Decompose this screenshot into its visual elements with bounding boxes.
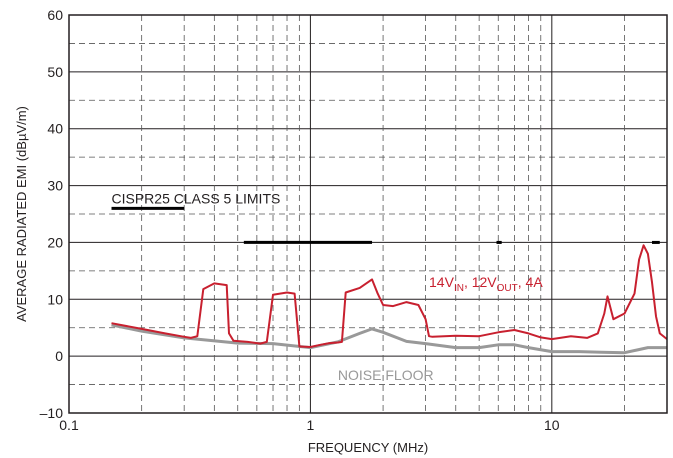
emi-annotation-b-sub: OUT	[497, 283, 518, 294]
y-tick-label: –10	[40, 405, 64, 421]
emi-annotation-c: , 4A	[518, 274, 544, 290]
y-axis-title: AVERAGE RADIATED EMI (dBµV/m)	[14, 106, 29, 322]
x-tick-label: 0.1	[59, 417, 79, 433]
emi-annotation: 14VIN, 12VOUT, 4A	[429, 274, 543, 294]
x-axis-title: FREQUENCY (MHz)	[308, 440, 428, 455]
plot-frame	[68, 14, 668, 414]
limit-lines	[111, 206, 660, 244]
limits-annotation: CISPR25 CLASS 5 LIMITS	[112, 190, 281, 206]
emi-annotation-a-sub: IN	[454, 283, 464, 294]
y-tick-label: 50	[47, 64, 63, 80]
y-tick-label: 40	[47, 121, 63, 137]
grid	[69, 15, 667, 413]
y-tick-label: 60	[47, 7, 63, 23]
emi-annotation-a: 14V	[429, 274, 455, 290]
x-tick-label: 1	[307, 417, 315, 433]
noise-series-line	[111, 323, 667, 355]
series-layer	[111, 244, 668, 355]
y-tick-label: 10	[47, 291, 63, 307]
tick-labels: –10 0 10 20 30 40 50 60 0.1 1 10	[40, 7, 560, 433]
emi-series-line	[111, 244, 668, 348]
x-tick-label: 10	[544, 417, 560, 433]
y-tick-label: 30	[47, 178, 63, 194]
y-tick-label: 0	[55, 348, 63, 364]
emi-annotation-b: , 12V	[464, 274, 497, 290]
y-tick-label: 20	[47, 234, 63, 250]
noise-floor-annotation: NOISE FLOOR	[338, 367, 434, 383]
